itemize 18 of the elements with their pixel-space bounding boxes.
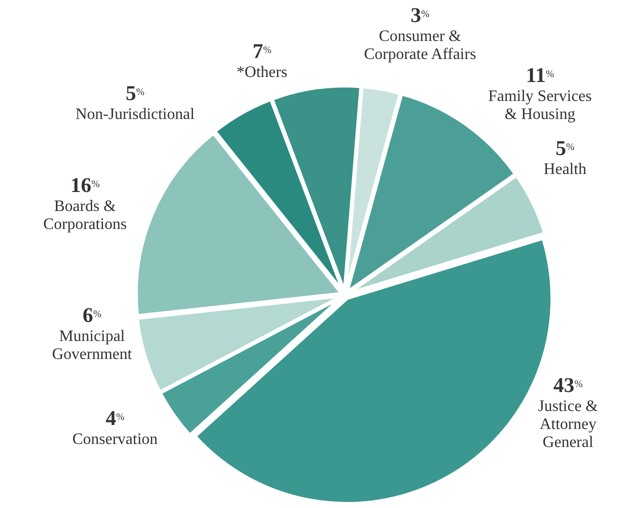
data-label: 11$^{%}$ <box>526 63 554 87</box>
slice-label: Justice & Attorney General <box>538 398 599 451</box>
data-label: 4$^{%}$ <box>106 406 124 430</box>
data-label: 6$^{%}$ <box>82 303 102 327</box>
slice-label: Municipal Government <box>52 328 133 363</box>
slice-label: Health <box>544 161 586 178</box>
data-label: 5$^{%}$ <box>556 136 574 160</box>
slice-label: Non-Jurisdictional <box>75 106 196 123</box>
data-label: 43$^{%}$ <box>553 373 583 397</box>
slice-label: Family Services & Housing <box>488 88 592 123</box>
data-label: 5$^{%}$ <box>126 81 144 105</box>
data-label: 7$^{%}$ <box>252 39 272 63</box>
slice-label: Conservation <box>72 431 158 448</box>
slice-label: Boards & Corporations <box>43 198 127 233</box>
data-label: 16$^{%}$ <box>70 173 100 197</box>
data-label: 3$^{%}$ <box>410 3 430 27</box>
slice-label: Consumer & Corporate Affairs <box>364 28 476 63</box>
slice-label: *Others <box>236 64 288 81</box>
